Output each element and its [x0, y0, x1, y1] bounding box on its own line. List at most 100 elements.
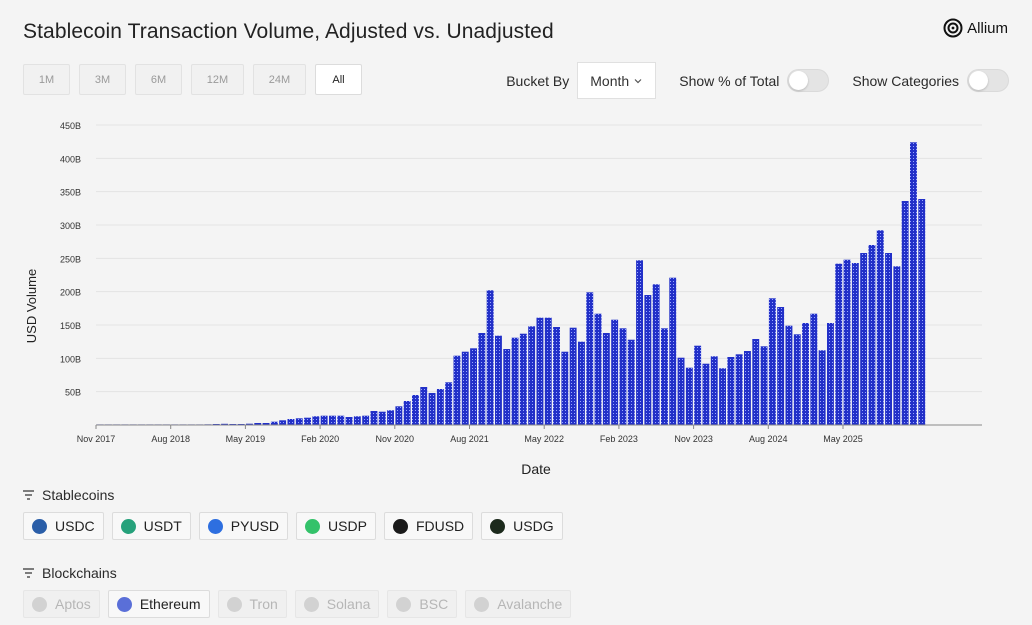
range-6m-button[interactable]: 6M	[135, 64, 182, 95]
bar[interactable]	[412, 395, 419, 425]
bar[interactable]	[453, 355, 461, 425]
bar[interactable]	[810, 313, 818, 425]
bar[interactable]	[561, 351, 569, 425]
bar[interactable]	[345, 417, 353, 425]
bar[interactable]	[320, 415, 328, 425]
blockchain-chip-aptos[interactable]: Aptos	[23, 590, 100, 618]
bar[interactable]	[287, 419, 295, 425]
bar[interactable]	[594, 313, 602, 425]
stablecoin-chip-usdg[interactable]: USDG	[481, 512, 563, 540]
bar[interactable]	[503, 349, 511, 425]
bar[interactable]	[785, 325, 793, 425]
bar[interactable]	[677, 357, 685, 425]
bar[interactable]	[511, 337, 519, 425]
bar[interactable]	[744, 351, 751, 425]
bar[interactable]	[843, 259, 851, 425]
blockchain-chip-avalanche[interactable]: Avalanche	[465, 590, 572, 618]
bar[interactable]	[528, 326, 536, 425]
blockchain-chip-tron[interactable]: Tron	[217, 590, 287, 618]
blockchain-chip-bsc[interactable]: BSC	[387, 590, 458, 618]
bar[interactable]	[403, 401, 411, 425]
bar[interactable]	[337, 415, 345, 425]
bar[interactable]	[719, 368, 726, 425]
range-12m-button[interactable]: 12M	[191, 64, 244, 95]
bar[interactable]	[304, 417, 311, 425]
bar[interactable]	[254, 423, 262, 425]
bar[interactable]	[586, 292, 594, 425]
bar[interactable]	[694, 345, 702, 425]
bar[interactable]	[893, 266, 901, 425]
bar[interactable]	[627, 339, 635, 425]
bar[interactable]	[702, 363, 710, 425]
range-all-button[interactable]: All	[315, 64, 362, 95]
bar[interactable]	[262, 423, 270, 425]
bar[interactable]	[378, 411, 386, 425]
stablecoin-chip-usdp[interactable]: USDP	[296, 512, 376, 540]
bar[interactable]	[835, 263, 843, 425]
bar[interactable]	[752, 339, 760, 425]
stablecoin-chip-usdt[interactable]: USDT	[111, 512, 191, 540]
bar[interactable]	[710, 356, 718, 425]
bar[interactable]	[652, 284, 660, 425]
bar[interactable]	[536, 317, 544, 425]
bar[interactable]	[544, 317, 552, 425]
bar[interactable]	[860, 253, 868, 425]
bar[interactable]	[727, 357, 735, 425]
bar[interactable]	[793, 334, 801, 425]
bar[interactable]	[661, 328, 668, 425]
bar[interactable]	[569, 327, 577, 425]
bar[interactable]	[636, 260, 643, 425]
bar[interactable]	[395, 406, 403, 425]
bar[interactable]	[486, 290, 494, 425]
range-24m-button[interactable]: 24M	[253, 64, 306, 95]
bar[interactable]	[478, 333, 486, 425]
bar[interactable]	[851, 263, 859, 425]
bar[interactable]	[685, 367, 693, 425]
bar[interactable]	[270, 421, 278, 425]
bar[interactable]	[669, 277, 677, 425]
bar[interactable]	[553, 327, 560, 425]
bar[interactable]	[295, 418, 303, 425]
bar[interactable]	[735, 354, 743, 425]
bar[interactable]	[901, 201, 909, 425]
bar[interactable]	[436, 389, 444, 425]
bar[interactable]	[353, 416, 361, 425]
bar[interactable]	[461, 351, 469, 425]
bar[interactable]	[420, 387, 428, 425]
bar[interactable]	[362, 415, 370, 425]
range-1m-button[interactable]: 1M	[23, 64, 70, 95]
bar[interactable]	[578, 341, 585, 425]
bucket-by-select[interactable]: Month	[577, 62, 657, 99]
bar[interactable]	[868, 245, 876, 425]
show-categories-toggle[interactable]	[967, 69, 1009, 92]
bar[interactable]	[470, 348, 477, 425]
bar[interactable]	[312, 416, 320, 425]
bar[interactable]	[876, 230, 884, 425]
bar[interactable]	[370, 411, 378, 425]
bar[interactable]	[387, 410, 394, 425]
bar[interactable]	[644, 295, 652, 425]
bar[interactable]	[885, 253, 892, 425]
bar[interactable]	[428, 393, 436, 425]
bar[interactable]	[918, 199, 926, 425]
range-3m-button[interactable]: 3M	[79, 64, 126, 95]
bar[interactable]	[602, 333, 610, 425]
bar[interactable]	[910, 142, 917, 426]
bar[interactable]	[279, 420, 287, 425]
blockchain-chip-ethereum[interactable]: Ethereum	[107, 590, 210, 618]
bar[interactable]	[827, 323, 834, 425]
bar[interactable]	[802, 323, 809, 425]
stablecoin-chip-usdc[interactable]: USDC	[23, 512, 104, 540]
bar[interactable]	[611, 319, 619, 425]
bar[interactable]	[760, 346, 768, 425]
bar[interactable]	[329, 415, 336, 425]
bar[interactable]	[495, 335, 502, 425]
bar[interactable]	[445, 382, 453, 425]
blockchain-chip-solana[interactable]: Solana	[294, 590, 380, 618]
bar[interactable]	[768, 298, 776, 425]
bar[interactable]	[246, 423, 253, 425]
bar[interactable]	[777, 307, 785, 425]
stablecoin-chip-fdusd[interactable]: FDUSD	[383, 512, 474, 540]
bar[interactable]	[818, 350, 826, 425]
bar[interactable]	[221, 423, 228, 425]
